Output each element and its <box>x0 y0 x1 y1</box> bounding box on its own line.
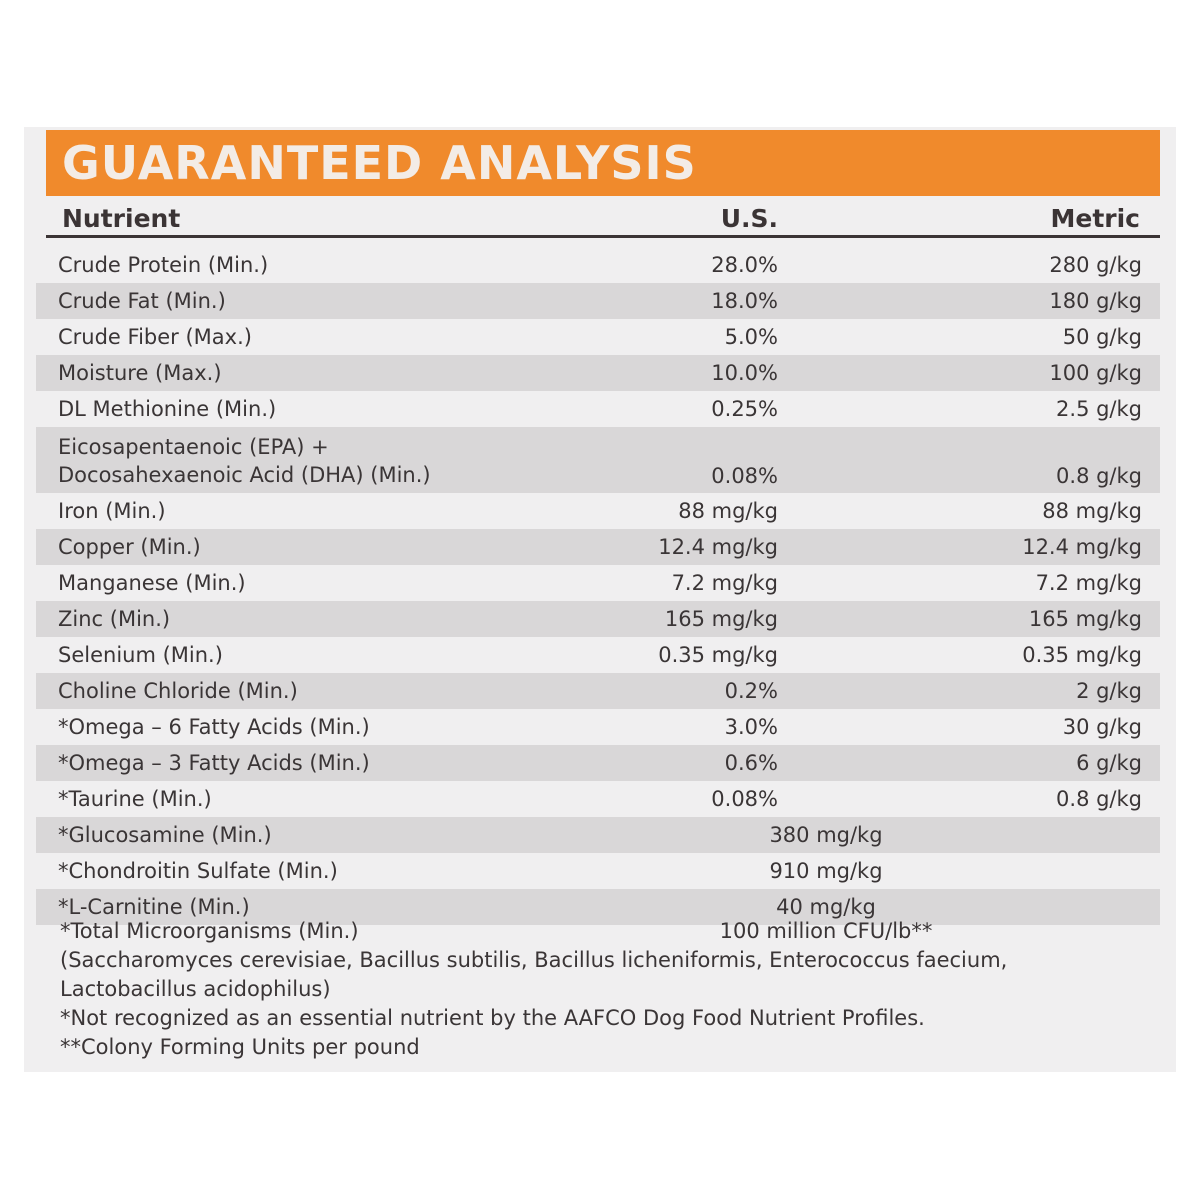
combined-value: 380 mg/kg <box>769 823 883 847</box>
nutrient-name: *Glucosamine (Min.) <box>58 823 272 847</box>
us-value: 7.2 mg/kg <box>671 571 778 595</box>
column-header-us: U.S. <box>720 204 778 233</box>
metric-value: 6 g/kg <box>1076 751 1142 775</box>
metric-value: 280 g/kg <box>1049 253 1142 277</box>
us-value: 0.25% <box>711 397 778 421</box>
metric-value: 88 mg/kg <box>1042 499 1142 523</box>
metric-value: 2.5 g/kg <box>1056 397 1142 421</box>
metric-value: 0.35 mg/kg <box>1022 643 1142 667</box>
us-value: 165 mg/kg <box>664 607 778 631</box>
nutrient-name: Eicosapentaenoic (EPA) + Docosahexaenoic… <box>58 433 431 489</box>
nutrient-name: Manganese (Min.) <box>58 571 246 595</box>
species-line-2: Lactobacillus acidophilus) <box>60 977 331 1001</box>
metric-value: 12.4 mg/kg <box>1022 535 1142 559</box>
table-row: *Glucosamine (Min.) 380 mg/kg <box>36 817 1160 853</box>
footnote-cfu: **Colony Forming Units per pound <box>60 1035 420 1059</box>
metric-value: 30 g/kg <box>1062 715 1142 739</box>
guaranteed-analysis-panel: GUARANTEED ANALYSIS Nutrient U.S. Metric… <box>24 127 1176 1072</box>
metric-value: 165 mg/kg <box>1028 607 1142 631</box>
header-divider <box>46 235 1160 238</box>
footnotes: *Total Microorganisms (Min.) 100 million… <box>60 917 1160 1062</box>
table-row: Selenium (Min.) 0.35 mg/kg 0.35 mg/kg <box>36 637 1160 673</box>
table-row: *Omega – 3 Fatty Acids (Min.) 0.6% 6 g/k… <box>36 745 1160 781</box>
us-value: 12.4 mg/kg <box>658 535 778 559</box>
nutrient-name: Copper (Min.) <box>58 535 201 559</box>
metric-value: 100 g/kg <box>1049 361 1142 385</box>
nutrient-name-line2: Docosahexaenoic Acid (DHA) (Min.) <box>58 463 431 487</box>
title-band: GUARANTEED ANALYSIS <box>46 130 1160 196</box>
footnote-aafco: *Not recognized as an essential nutrient… <box>60 1006 925 1030</box>
metric-value: 0.8 g/kg <box>1056 464 1142 488</box>
table-row: *Chondroitin Sulfate (Min.) 910 mg/kg <box>36 853 1160 889</box>
microorganisms-row: *Total Microorganisms (Min.) 100 million… <box>60 917 1160 946</box>
nutrient-name: Iron (Min.) <box>58 499 166 523</box>
species-line-1: (Saccharomyces cerevisiae, Bacillus subt… <box>60 948 1008 972</box>
combined-value: 40 mg/kg <box>776 895 876 919</box>
nutrient-name: Choline Chloride (Min.) <box>58 679 298 703</box>
us-value: 10.0% <box>711 361 778 385</box>
us-value: 0.08% <box>711 787 778 811</box>
table-row: *Taurine (Min.) 0.08% 0.8 g/kg <box>36 781 1160 817</box>
nutrient-name: Crude Protein (Min.) <box>58 253 269 277</box>
nutrient-name: *Omega – 3 Fatty Acids (Min.) <box>58 751 370 775</box>
us-value: 5.0% <box>724 325 778 349</box>
table-row: Crude Protein (Min.) 28.0% 280 g/kg <box>36 247 1160 283</box>
nutrient-name: Zinc (Min.) <box>58 607 171 631</box>
us-value: 3.0% <box>724 715 778 739</box>
column-header-metric: Metric <box>1050 204 1140 233</box>
table-row: Zinc (Min.) 165 mg/kg 165 mg/kg <box>36 601 1160 637</box>
table-row: Crude Fiber (Max.) 5.0% 50 g/kg <box>36 319 1160 355</box>
table-row: Choline Chloride (Min.) 0.2% 2 g/kg <box>36 673 1160 709</box>
table-row: Crude Fat (Min.) 18.0% 180 g/kg <box>36 283 1160 319</box>
nutrient-table: Crude Protein (Min.) 28.0% 280 g/kg Crud… <box>36 247 1160 925</box>
metric-value: 0.8 g/kg <box>1056 787 1142 811</box>
nutrient-name: *Omega – 6 Fatty Acids (Min.) <box>58 715 370 739</box>
metric-value: 180 g/kg <box>1049 289 1142 313</box>
us-value: 18.0% <box>711 289 778 313</box>
us-value: 0.08% <box>711 464 778 488</box>
us-value: 0.6% <box>724 751 778 775</box>
nutrient-name: Crude Fat (Min.) <box>58 289 226 313</box>
table-row: Moisture (Max.) 10.0% 100 g/kg <box>36 355 1160 391</box>
us-value: 28.0% <box>711 253 778 277</box>
microorganisms-value: 100 million CFU/lb** <box>719 919 933 943</box>
table-row: *Omega – 6 Fatty Acids (Min.) 3.0% 30 g/… <box>36 709 1160 745</box>
column-header-nutrient: Nutrient <box>62 204 181 233</box>
table-row: *L-Carnitine (Min.) 40 mg/kg <box>36 889 1160 925</box>
metric-value: 2 g/kg <box>1076 679 1142 703</box>
table-row: Eicosapentaenoic (EPA) + Docosahexaenoic… <box>36 427 1160 493</box>
nutrient-name: *Taurine (Min.) <box>58 787 212 811</box>
us-value: 0.2% <box>724 679 778 703</box>
us-value: 0.35 mg/kg <box>658 643 778 667</box>
metric-value: 50 g/kg <box>1062 325 1142 349</box>
nutrient-name: Selenium (Min.) <box>58 643 223 667</box>
nutrient-name: *L-Carnitine (Min.) <box>58 895 250 919</box>
combined-value: 910 mg/kg <box>769 859 883 883</box>
table-row: Iron (Min.) 88 mg/kg 88 mg/kg <box>36 493 1160 529</box>
nutrient-name: DL Methionine (Min.) <box>58 397 277 421</box>
microorganisms-label: *Total Microorganisms (Min.) <box>60 919 359 943</box>
nutrient-name: Crude Fiber (Max.) <box>58 325 252 349</box>
page-title: GUARANTEED ANALYSIS <box>62 136 697 190</box>
nutrient-name-line1: Eicosapentaenoic (EPA) + <box>58 435 329 459</box>
table-row: Copper (Min.) 12.4 mg/kg 12.4 mg/kg <box>36 529 1160 565</box>
nutrient-name: Moisture (Max.) <box>58 361 222 385</box>
table-row: DL Methionine (Min.) 0.25% 2.5 g/kg <box>36 391 1160 427</box>
table-row: Manganese (Min.) 7.2 mg/kg 7.2 mg/kg <box>36 565 1160 601</box>
us-value: 88 mg/kg <box>678 499 778 523</box>
metric-value: 7.2 mg/kg <box>1035 571 1142 595</box>
nutrient-name: *Chondroitin Sulfate (Min.) <box>58 859 338 883</box>
